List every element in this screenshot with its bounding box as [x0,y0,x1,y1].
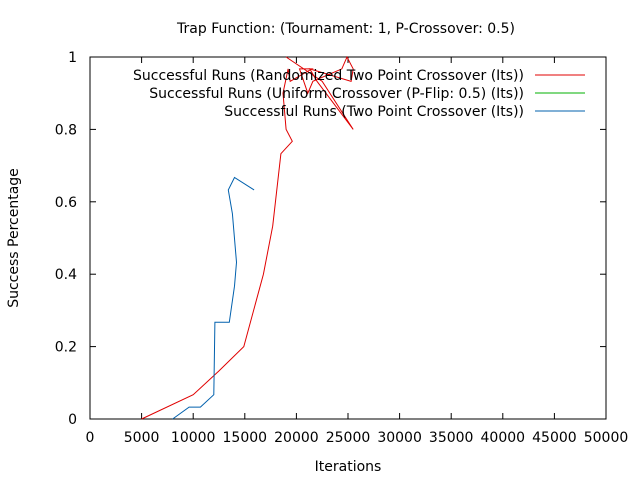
x-axis-label: Iterations [315,459,382,475]
y-tick-label: 1 [68,50,77,66]
y-tick-label: 0.2 [55,340,77,356]
y-axis-ticks: 0 0.2 0.4 0.6 0.8 1 [55,50,606,428]
legend-label-2: Successful Runs (Uniform Crossover (P-Fl… [149,86,524,102]
x-tick-label: 20000 [274,430,319,446]
x-tick-label: 40000 [481,430,526,446]
series-line-3 [172,176,255,420]
x-tick-label: 0 [86,430,95,446]
series-layer [141,55,354,420]
x-axis-ticks: 0 5000 10000 15000 20000 25000 30000 35000 40000… [86,57,629,446]
y-tick-label: 0.6 [55,195,77,211]
y-tick-label: 0.8 [55,122,77,138]
chart-title: Trap Function: (Tournament: 1, P-Crossov… [176,21,515,37]
x-tick-label: 10000 [171,430,216,446]
x-tick-label: 50000 [584,430,629,446]
x-tick-label: 5000 [124,430,160,446]
legend-label-1: Successful Runs (Randomized Two Point Cr… [133,68,524,84]
x-tick-label: 30000 [377,430,422,446]
y-axis-label: Success Percentage [6,168,22,308]
x-tick-label: 25000 [326,430,371,446]
y-tick-label: 0.4 [55,267,77,283]
series-line-1 [141,55,354,420]
x-tick-label: 45000 [532,430,577,446]
x-tick-label: 15000 [223,430,268,446]
legend: Successful Runs (Randomized Two Point Cr… [133,68,585,120]
y-tick-label: 0 [68,412,77,428]
legend-label-3: Successful Runs (Two Point Crossover (It… [224,104,524,120]
x-tick-label: 35000 [429,430,474,446]
